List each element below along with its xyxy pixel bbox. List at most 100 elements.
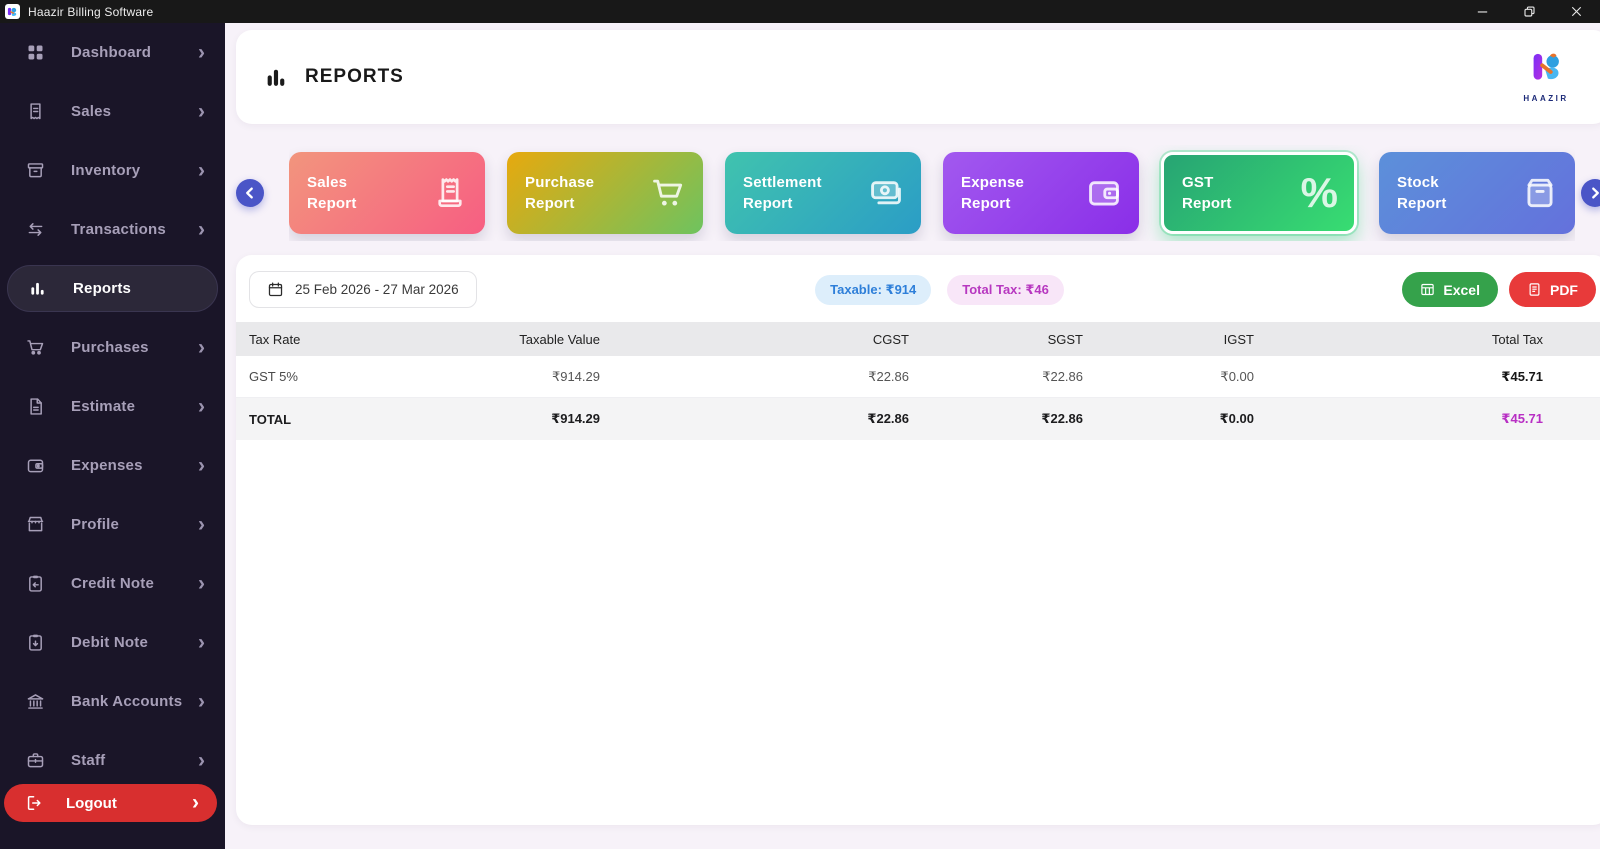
- brand-name: HAAZIR: [1523, 94, 1569, 103]
- pdf-file-icon: [1529, 283, 1540, 296]
- gst-report-panel: 25 Feb 2026 - 27 Mar 2026 Taxable: ₹914 …: [236, 255, 1600, 825]
- carousel-viewport: Sales Report Purchase Report: [289, 145, 1575, 241]
- close-button[interactable]: [1553, 0, 1600, 23]
- transactions-icon: [24, 219, 46, 241]
- export-pdf-button[interactable]: PDF: [1508, 272, 1596, 307]
- sidebar-item-staff[interactable]: Staff ›: [0, 731, 225, 790]
- sidebar-item-label: Purchases: [71, 339, 149, 356]
- app-logo-icon: [5, 4, 20, 19]
- bar-chart-icon: [264, 65, 289, 90]
- total-taxable-value: ₹914.29: [551, 411, 600, 426]
- summary-badges: Taxable: ₹914 Total Tax: ₹46: [815, 274, 1064, 305]
- sidebar-item-label: Inventory: [71, 162, 141, 179]
- sidebar-item-expenses[interactable]: Expenses ›: [0, 436, 225, 495]
- export-excel-button[interactable]: Excel: [1402, 272, 1498, 307]
- sidebar-item-label: Credit Note: [71, 575, 155, 592]
- export-buttons: Excel PDF: [1402, 272, 1596, 307]
- genie-logo-icon: [1533, 53, 1559, 80]
- sidebar-item-label: Reports: [73, 280, 132, 297]
- total-total-tax: ₹45.71: [1501, 411, 1543, 426]
- sidebar-item-estimate[interactable]: Estimate ›: [0, 377, 225, 436]
- logout-icon: [24, 793, 44, 813]
- col-header-cgst: CGST: [872, 331, 909, 347]
- wallet-icon: [1085, 174, 1123, 212]
- main-content: REPORTS HAAZIR: [225, 23, 1600, 849]
- col-header-igst: IGST: [1223, 331, 1254, 347]
- report-card-expense[interactable]: Expense Report: [943, 152, 1139, 234]
- cell-cgst: ₹22.86: [868, 368, 909, 384]
- sidebar-item-label: Expenses: [71, 457, 143, 474]
- sidebar-item-reports[interactable]: Reports: [7, 265, 218, 312]
- report-card-sales[interactable]: Sales Report: [289, 152, 485, 234]
- sidebar-item-credit-note[interactable]: Credit Note ›: [0, 554, 225, 613]
- calendar-icon: [268, 282, 283, 297]
- sidebar-item-transactions[interactable]: Transactions ›: [0, 200, 225, 259]
- sidebar-item-debit-note[interactable]: Debit Note ›: [0, 613, 225, 672]
- percent-icon: %: [1300, 169, 1338, 216]
- sidebar-item-profile[interactable]: Profile ›: [0, 495, 225, 554]
- profile-icon: [24, 514, 46, 536]
- bank-accounts-icon: [24, 691, 46, 713]
- expenses-icon: [24, 455, 46, 477]
- carousel-prev-button[interactable]: [236, 179, 264, 207]
- sidebar-item-sales[interactable]: Sales ›: [0, 82, 225, 141]
- date-range-text: 25 Feb 2026 - 27 Mar 2026: [295, 282, 459, 297]
- sidebar-item-dashboard[interactable]: Dashboard ›: [0, 23, 225, 82]
- taxable-badge: Taxable: ₹914: [815, 274, 932, 305]
- report-carousel: Sales Report Purchase Report: [236, 150, 1600, 236]
- cart-icon: [649, 174, 687, 212]
- report-card-purchase[interactable]: Purchase Report: [507, 152, 703, 234]
- minimize-button[interactable]: [1459, 0, 1506, 23]
- chevron-right-icon: ›: [198, 513, 205, 536]
- window-title: Haazir Billing Software: [28, 4, 154, 19]
- chevron-right-icon: ›: [198, 41, 205, 64]
- chevron-left-icon: [246, 187, 253, 199]
- sidebar-item-inventory[interactable]: Inventory ›: [0, 141, 225, 200]
- estimate-icon: [24, 396, 46, 418]
- sidebar-item-label: Debit Note: [71, 634, 148, 651]
- purchases-icon: [24, 337, 46, 359]
- sidebar-item-label: Bank Accounts: [71, 693, 183, 710]
- col-header-total-tax: Total Tax: [1491, 331, 1543, 347]
- chevron-right-icon: ›: [198, 631, 205, 654]
- box-icon: [1521, 174, 1559, 212]
- chevron-right-icon: ›: [198, 690, 205, 713]
- report-card-gst[interactable]: GST Report %: [1161, 152, 1357, 234]
- logout-button[interactable]: Logout ›: [4, 784, 217, 822]
- window-controls: [1459, 0, 1600, 23]
- credit-note-icon: [24, 573, 46, 595]
- sidebar-item-purchases[interactable]: Purchases ›: [0, 318, 225, 377]
- debit-note-icon: [24, 632, 46, 654]
- table-row: GST 5% ₹914.29 ₹22.86 ₹22.86 ₹0.00 ₹45.7…: [236, 356, 1600, 398]
- page-title: REPORTS: [305, 66, 404, 87]
- sidebar-item-label: Sales: [71, 103, 112, 120]
- sidebar-item-label: Transactions: [71, 221, 166, 238]
- chevron-right-icon: ›: [198, 100, 205, 123]
- sidebar-item-label: Staff: [71, 752, 106, 769]
- inventory-icon: [24, 160, 46, 182]
- total-label: TOTAL: [249, 411, 292, 427]
- dashboard-icon: [24, 42, 46, 64]
- date-range-picker[interactable]: 25 Feb 2026 - 27 Mar 2026: [249, 271, 477, 308]
- sidebar-item-label: Dashboard: [71, 44, 152, 61]
- sales-icon: [24, 101, 46, 123]
- chevron-right-icon: ›: [198, 454, 205, 477]
- report-toolbar: 25 Feb 2026 - 27 Mar 2026 Taxable: ₹914 …: [236, 255, 1600, 322]
- sidebar: Dashboard › Sales › Inventory › Transact…: [0, 23, 225, 849]
- chevron-right-icon: ›: [198, 572, 205, 595]
- cell-total-tax: ₹45.71: [1501, 368, 1543, 384]
- chevron-right-icon: ›: [198, 749, 205, 772]
- total-sgst: ₹22.86: [1041, 411, 1083, 426]
- sidebar-item-label: Profile: [71, 516, 120, 533]
- total-cgst: ₹22.86: [867, 411, 909, 426]
- logout-label: Logout: [66, 794, 117, 812]
- report-card-stock[interactable]: Stock Report: [1379, 152, 1575, 234]
- report-card-settlement[interactable]: Settlement Report: [725, 152, 921, 234]
- carousel-next-button[interactable]: [1581, 179, 1600, 207]
- sidebar-item-bank-accounts[interactable]: Bank Accounts ›: [0, 672, 225, 731]
- brand-logo: HAAZIR: [1521, 51, 1571, 103]
- col-header-sgst: SGST: [1047, 331, 1083, 347]
- total-tax-badge: Total Tax: ₹46: [947, 274, 1064, 305]
- chevron-right-icon: ›: [198, 395, 205, 418]
- restore-button[interactable]: [1506, 0, 1553, 23]
